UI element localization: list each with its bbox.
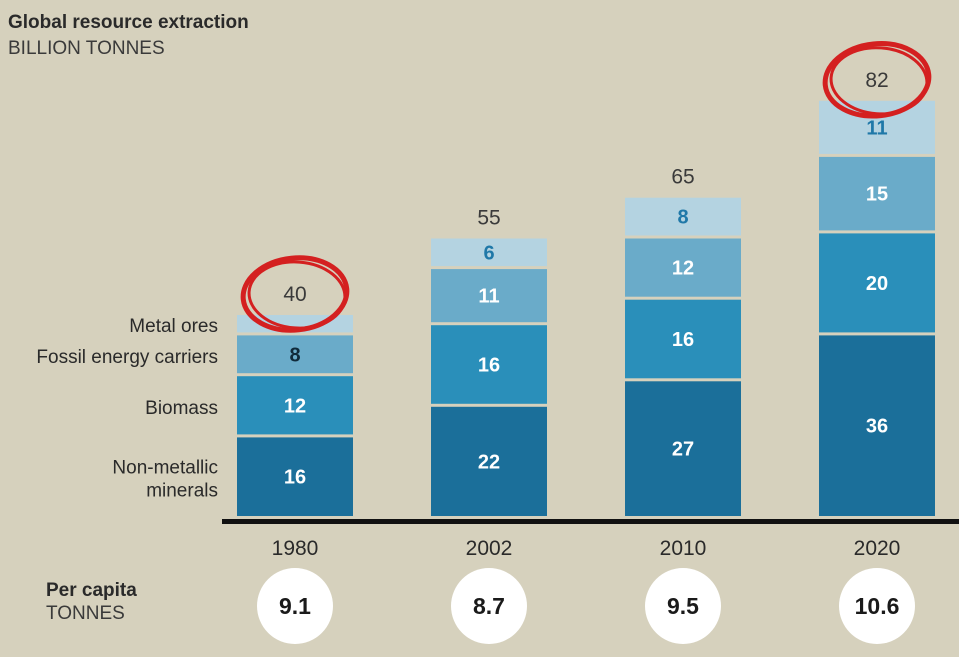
bar-segment-2020-0 — [819, 335, 935, 516]
bar-segment-1980-0 — [237, 437, 353, 516]
segment-value-label: 20 — [866, 273, 888, 295]
bar-segment-2002-1 — [431, 325, 547, 404]
per-capita-value-1980: 9.1 — [279, 593, 311, 619]
segment-value-label: 15 — [866, 184, 888, 206]
series-label-0: Non-metallic — [112, 458, 218, 479]
chart-title: Global resource extraction — [8, 12, 249, 33]
total-label-2010: 65 — [671, 166, 694, 189]
segment-value-label: 11 — [866, 117, 887, 139]
x-tick-label-2020: 2020 — [854, 537, 901, 560]
segment-value-label: 16 — [478, 355, 500, 377]
bar-segment-2002-2 — [431, 269, 547, 323]
bar-segment-2010-1 — [625, 299, 741, 379]
series-label-3: Metal ores — [129, 316, 218, 337]
per-capita-value-2002: 8.7 — [473, 593, 505, 619]
total-label-2020: 82 — [865, 69, 888, 92]
bar-segment-1980-2 — [237, 335, 353, 374]
segment-value-label: 12 — [284, 395, 306, 417]
x-tick-label-2002: 2002 — [466, 537, 513, 560]
segment-value-label: 16 — [672, 329, 694, 351]
segment-value-label: 6 — [483, 242, 494, 264]
per-capita-unit: TONNES — [46, 603, 125, 624]
bar-segment-2020-2 — [819, 156, 935, 231]
per-capita-value-2020: 10.6 — [855, 593, 900, 619]
segment-value-label: 8 — [289, 344, 300, 366]
bar-segment-2002-0 — [431, 406, 547, 516]
bar-segment-2010-0 — [625, 381, 741, 516]
per-capita-title: Per capita — [46, 580, 137, 601]
bar-segment-2010-3 — [625, 197, 741, 236]
bar-segment-2020-3 — [819, 100, 935, 154]
segment-value-label: 16 — [284, 467, 306, 489]
chart-subtitle: BILLION TONNES — [8, 38, 165, 59]
per-capita-circle-2002 — [451, 568, 527, 644]
segment-value-label: 8 — [677, 207, 688, 229]
segment-value-label: 36 — [866, 416, 888, 438]
x-axis-line — [222, 519, 959, 524]
highlight-circle-stroke-2020 — [829, 46, 929, 116]
per-capita-circle-2020 — [839, 568, 915, 644]
total-label-1980: 40 — [283, 283, 306, 306]
segment-value-label: 12 — [672, 258, 694, 280]
x-tick-label-2010: 2010 — [660, 537, 707, 560]
bar-segment-2020-1 — [819, 233, 935, 333]
highlight-circle-2020 — [822, 41, 932, 119]
per-capita-circle-2010 — [645, 568, 721, 644]
x-tick-label-1980: 1980 — [272, 537, 319, 560]
per-capita-circle-1980 — [257, 568, 333, 644]
bar-segment-1980-1 — [237, 376, 353, 435]
series-label-0: minerals — [146, 481, 218, 502]
bar-segment-2010-2 — [625, 238, 741, 297]
total-label-2002: 55 — [477, 207, 500, 230]
bar-segment-2002-3 — [431, 238, 547, 267]
series-label-1: Biomass — [145, 398, 218, 419]
segment-value-label: 11 — [478, 286, 499, 308]
series-label-2: Fossil energy carriers — [36, 347, 218, 368]
segment-value-label: 22 — [478, 451, 500, 473]
highlight-circle-stroke-1980 — [247, 260, 347, 330]
highlight-circle-1980 — [240, 255, 350, 333]
segment-value-label: 27 — [672, 439, 694, 461]
per-capita-value-2010: 9.5 — [667, 593, 699, 619]
